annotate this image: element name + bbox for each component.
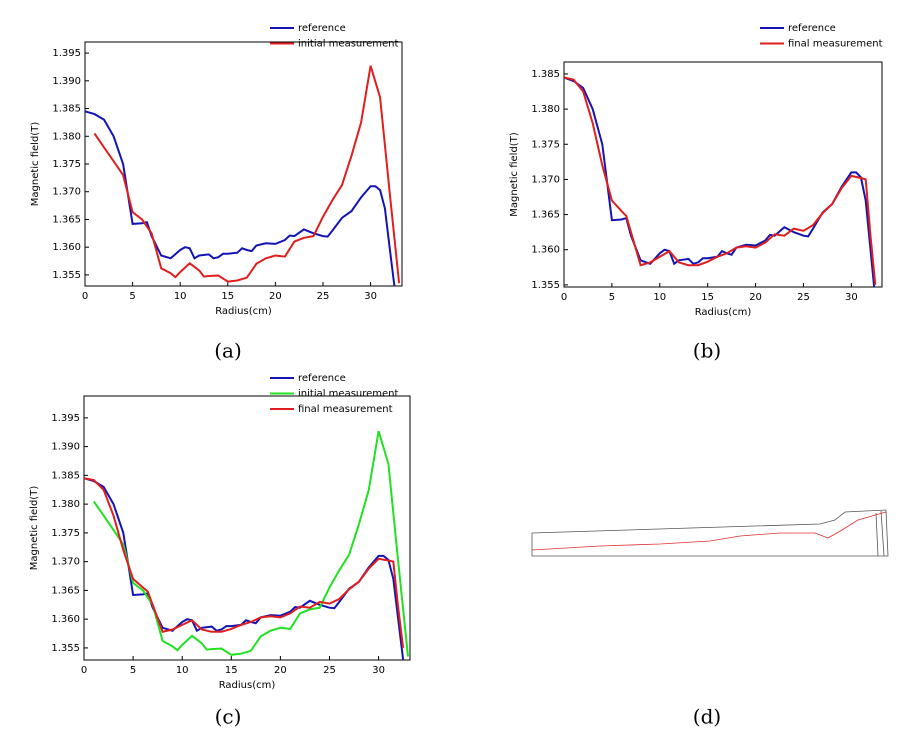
model-sketch [531, 509, 889, 557]
caption: (d) [693, 705, 721, 729]
y-tick-label: 1.375 [531, 139, 560, 150]
legend-label: reference [298, 23, 346, 34]
y-tick-label: 1.355 [531, 280, 560, 291]
x-tick-label: 30 [845, 292, 858, 303]
series-line [92, 430, 409, 657]
x-tick-label: 15 [225, 665, 238, 676]
series-line [84, 477, 405, 649]
y-tick-label: 1.390 [51, 442, 80, 453]
x-tick-label: 10 [176, 665, 189, 676]
x-tick-label: 10 [653, 292, 666, 303]
y-axis-label: Magnetic field(T) [29, 486, 40, 571]
outline [880, 510, 885, 557]
y-tick-label: 1.355 [51, 643, 80, 654]
legend-label: initial measurement [298, 389, 399, 400]
x-tick-label: 30 [372, 665, 385, 676]
x-tick-label: 5 [609, 292, 615, 303]
x-tick-label: 25 [797, 292, 810, 303]
y-tick-label: 1.365 [51, 585, 80, 596]
series-line [85, 110, 396, 286]
y-tick-label: 1.370 [52, 187, 81, 198]
x-tick-label: 20 [269, 291, 282, 302]
y-tick-label: 1.360 [531, 245, 560, 256]
legend-label: initial measurement [298, 39, 399, 50]
x-tick-label: 15 [701, 292, 714, 303]
y-tick-label: 1.370 [531, 174, 560, 185]
legend-label: final measurement [788, 39, 883, 50]
x-tick-label: 10 [174, 291, 187, 302]
y-tick-label: 1.380 [531, 104, 560, 115]
x-tick-label: 0 [81, 665, 87, 676]
plot-frame [83, 395, 411, 661]
x-axis-label: Radius(cm) [695, 307, 752, 318]
y-tick-label: 1.355 [52, 270, 81, 281]
y-tick-label: 1.370 [51, 557, 80, 568]
x-axis-label: Radius(cm) [215, 306, 272, 317]
y-tick-label: 1.385 [51, 470, 80, 481]
x-tick-label: 0 [82, 291, 88, 302]
x-tick-label: 20 [749, 292, 762, 303]
y-tick-label: 1.360 [52, 242, 81, 253]
series-line [564, 76, 877, 285]
y-axis-label: Magnetic field(T) [509, 132, 520, 217]
y-tick-label: 1.375 [52, 159, 81, 170]
y-tick-label: 1.360 [51, 614, 80, 625]
legend-label: final measurement [298, 404, 393, 415]
plot-frame [563, 61, 883, 288]
y-tick-label: 1.375 [51, 528, 80, 539]
series-line [84, 477, 405, 660]
y-tick-label: 1.395 [51, 413, 80, 424]
x-tick-label: 30 [364, 291, 377, 302]
y-tick-label: 1.385 [52, 104, 81, 115]
outline [531, 509, 889, 557]
x-tick-label: 20 [274, 665, 287, 676]
x-tick-label: 5 [130, 665, 136, 676]
field-line [531, 511, 887, 551]
x-tick-label: 0 [561, 292, 567, 303]
y-tick-label: 1.385 [531, 69, 560, 80]
y-tick-label: 1.365 [52, 214, 81, 225]
legend-label: reference [788, 23, 836, 34]
outline [875, 512, 879, 557]
x-tick-label: 15 [221, 291, 234, 302]
y-tick-label: 1.380 [51, 499, 80, 510]
x-tick-label: 25 [317, 291, 330, 302]
caption: (c) [215, 705, 242, 729]
y-tick-label: 1.390 [52, 76, 81, 87]
chart: 1.355 1.360 1.365 1.370 1.375 1.380 1.385 1.390… [29, 373, 411, 691]
chart: 1.355 1.360 1.365 1.370 1.375 1.380 1.385 0 5 10 1… [509, 23, 883, 318]
y-tick-label: 1.365 [531, 210, 560, 221]
legend-label: reference [298, 373, 346, 384]
series-line [564, 76, 876, 287]
x-tick-label: 5 [129, 291, 135, 302]
y-tick-label: 1.380 [52, 131, 81, 142]
y-axis-label: Magnetic field(T) [30, 122, 41, 207]
chart: 1.355 1.360 1.365 1.370 1.375 1.380 1.385 1.390… [30, 23, 403, 317]
x-tick-label: 25 [323, 665, 336, 676]
x-axis-label: Radius(cm) [219, 680, 276, 691]
caption: (a) [214, 339, 242, 363]
caption: (b) [693, 339, 721, 363]
series-line [93, 65, 401, 284]
y-tick-label: 1.395 [52, 48, 81, 59]
